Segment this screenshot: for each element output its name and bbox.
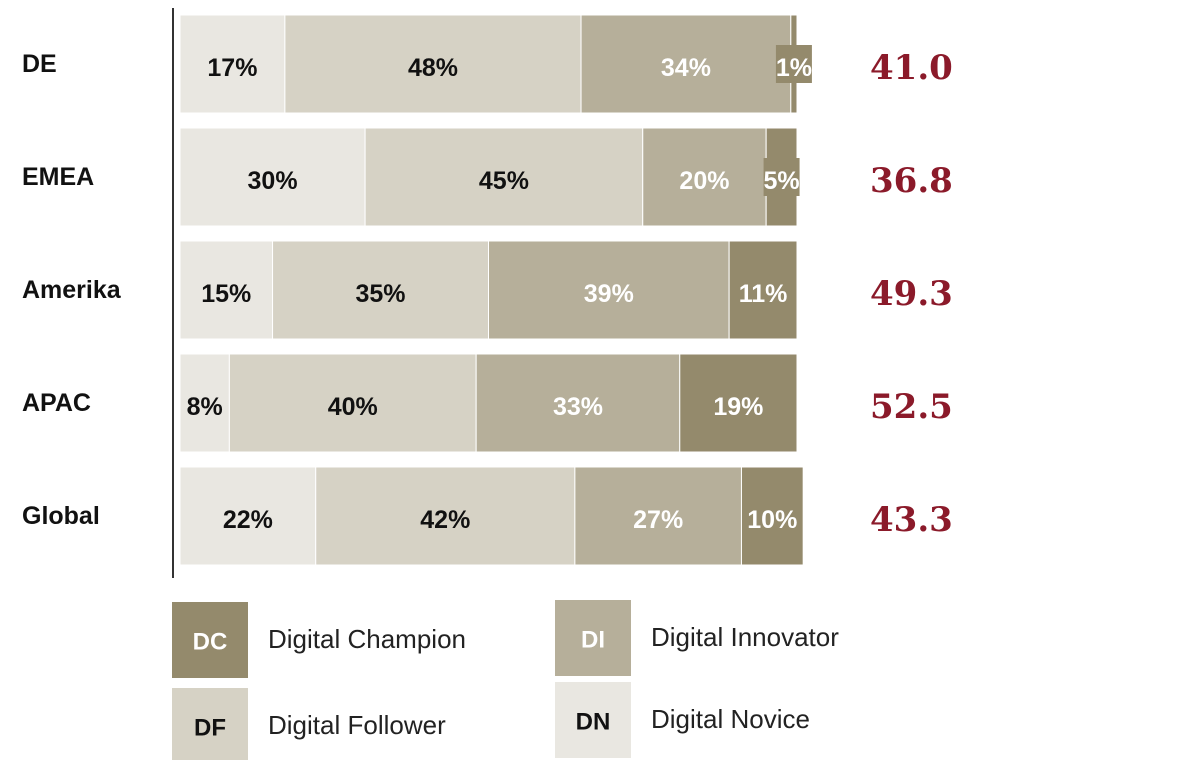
data-label: 27% <box>633 506 683 534</box>
bar-segment <box>179 353 230 453</box>
score-label: 52.5 <box>870 387 953 427</box>
legend-swatch <box>172 688 248 760</box>
bar-segment <box>488 240 730 340</box>
bar-segment <box>179 127 366 227</box>
bar-segment <box>679 353 798 453</box>
label-box <box>775 45 812 83</box>
bar-segment <box>364 127 644 227</box>
data-label: 39% <box>584 280 634 308</box>
category-label: DE <box>22 50 57 78</box>
legend-name: Digital Champion <box>268 624 466 654</box>
bar-segment <box>315 466 576 566</box>
data-label: 40% <box>328 393 378 421</box>
data-label: 15% <box>201 280 251 308</box>
data-label: 35% <box>356 280 406 308</box>
legend-name: Digital Follower <box>268 710 446 740</box>
data-label: 1% <box>776 54 812 82</box>
legend-name: Digital Novice <box>651 704 810 734</box>
bar-segment <box>179 466 317 566</box>
score-label: 49.3 <box>870 274 953 314</box>
data-label: 10% <box>747 506 797 534</box>
legend-name: Digital Innovator <box>651 622 839 652</box>
category-label: EMEA <box>22 163 94 191</box>
score-label: 41.0 <box>870 48 953 88</box>
data-label: 34% <box>661 54 711 82</box>
data-label: 19% <box>713 393 763 421</box>
category-label: Global <box>22 502 100 530</box>
bar-segment <box>284 14 582 114</box>
data-label: 48% <box>408 54 458 82</box>
category-label: Amerika <box>22 276 122 304</box>
data-label: 22% <box>223 506 273 534</box>
legend-abbr: DN <box>576 709 611 736</box>
label-box <box>763 158 800 196</box>
bar-segment <box>574 466 742 566</box>
bar-segment <box>728 240 798 340</box>
data-label: 30% <box>248 167 298 195</box>
legend-swatch <box>555 682 631 758</box>
legend-swatch <box>555 600 631 676</box>
data-label: 33% <box>553 393 603 421</box>
data-label: 45% <box>479 167 529 195</box>
score-label: 43.3 <box>870 500 953 540</box>
category-label: APAC <box>22 389 91 417</box>
bar-segment <box>179 14 286 114</box>
data-label: 5% <box>764 167 800 195</box>
bar-segment <box>475 353 681 453</box>
bar-segment <box>179 240 274 340</box>
data-label: 20% <box>679 167 729 195</box>
score-label: 36.8 <box>870 161 953 201</box>
legend-swatch <box>172 602 248 678</box>
data-label: 42% <box>420 506 470 534</box>
legend-abbr: DI <box>581 627 605 654</box>
bar-segment <box>642 127 767 227</box>
data-label: 8% <box>187 393 223 421</box>
legend-abbr: DC <box>193 629 228 656</box>
bar-segment <box>228 353 477 453</box>
bar-segment <box>580 14 792 114</box>
legend-abbr: DF <box>194 715 226 742</box>
data-label: 17% <box>207 54 257 82</box>
bar-segment <box>740 466 804 566</box>
data-label: 11% <box>739 280 788 308</box>
